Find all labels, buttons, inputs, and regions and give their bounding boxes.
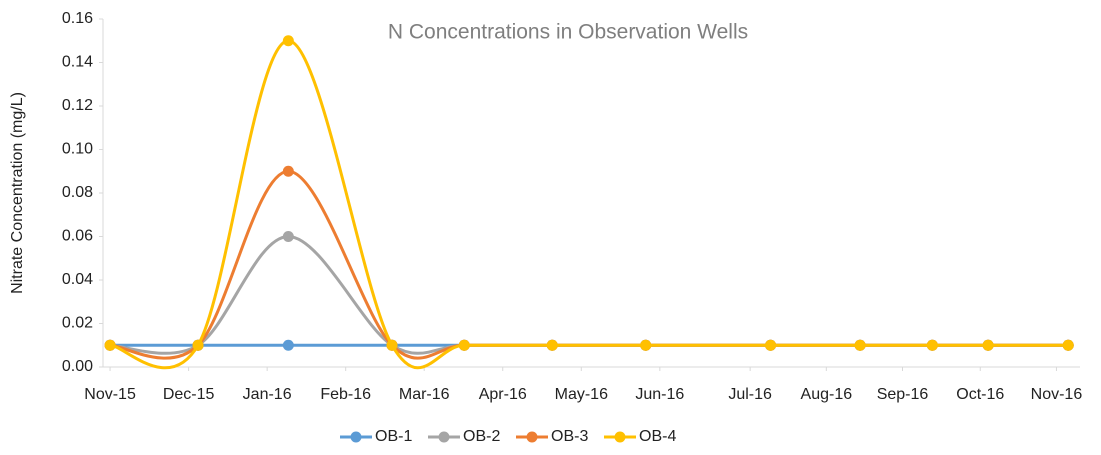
point <box>104 339 116 351</box>
legend-marker <box>350 431 362 443</box>
legend-label: OB-3 <box>551 428 588 445</box>
point <box>640 339 652 351</box>
x-tick-label: Jun-16 <box>635 386 684 403</box>
x-tick-label: Nov-16 <box>1031 386 1083 403</box>
x-tick-label: Nov-15 <box>84 386 136 403</box>
x-tick-label: Sep-16 <box>877 386 929 403</box>
y-tick-label: 0.04 <box>62 271 93 288</box>
point <box>926 339 938 351</box>
series-line <box>109 39 1069 370</box>
point <box>282 35 294 47</box>
point <box>982 339 994 351</box>
point <box>1062 339 1074 351</box>
point <box>854 339 866 351</box>
point <box>282 231 294 242</box>
x-tick-label: Aug-16 <box>801 386 853 403</box>
y-tick-label: 0.06 <box>62 228 93 245</box>
x-tick-label: Oct-16 <box>956 386 1004 403</box>
point <box>282 339 294 351</box>
y-tick-label: 0.00 <box>62 358 93 375</box>
point <box>765 339 777 351</box>
legend-label: OB-4 <box>639 428 676 445</box>
y-tick-label: 0.08 <box>62 184 93 201</box>
x-tick-label: May-16 <box>555 386 608 403</box>
legend-marker <box>614 431 626 443</box>
legend-marker <box>526 431 538 443</box>
point <box>192 339 204 351</box>
y-axis-label: Nitrate Concentration (mg/L) <box>9 92 26 294</box>
y-tick-label: 0.12 <box>62 97 93 114</box>
x-tick-label: Apr-16 <box>479 386 527 403</box>
x-tick-label: Mar-16 <box>399 386 450 403</box>
chart-title: N Concentrations in Observation Wells <box>388 21 748 44</box>
y-tick-label: 0.14 <box>62 54 93 71</box>
point <box>282 165 294 177</box>
y-tick-label: 0.10 <box>62 141 93 158</box>
y-tick-label: 0.02 <box>62 315 93 332</box>
x-tick-label: Feb-16 <box>320 386 371 403</box>
point <box>458 339 470 351</box>
y-tick-label: 0.16 <box>62 10 93 27</box>
x-tick-label: Dec-15 <box>163 386 215 403</box>
point <box>386 339 398 351</box>
legend-label: OB-2 <box>463 428 500 445</box>
legend-label: OB-1 <box>375 428 412 445</box>
x-tick-label: Jul-16 <box>728 386 772 403</box>
series-line <box>109 234 1069 355</box>
x-tick-label: Jan-16 <box>243 386 292 403</box>
legend-marker <box>438 431 450 443</box>
point <box>546 339 558 351</box>
